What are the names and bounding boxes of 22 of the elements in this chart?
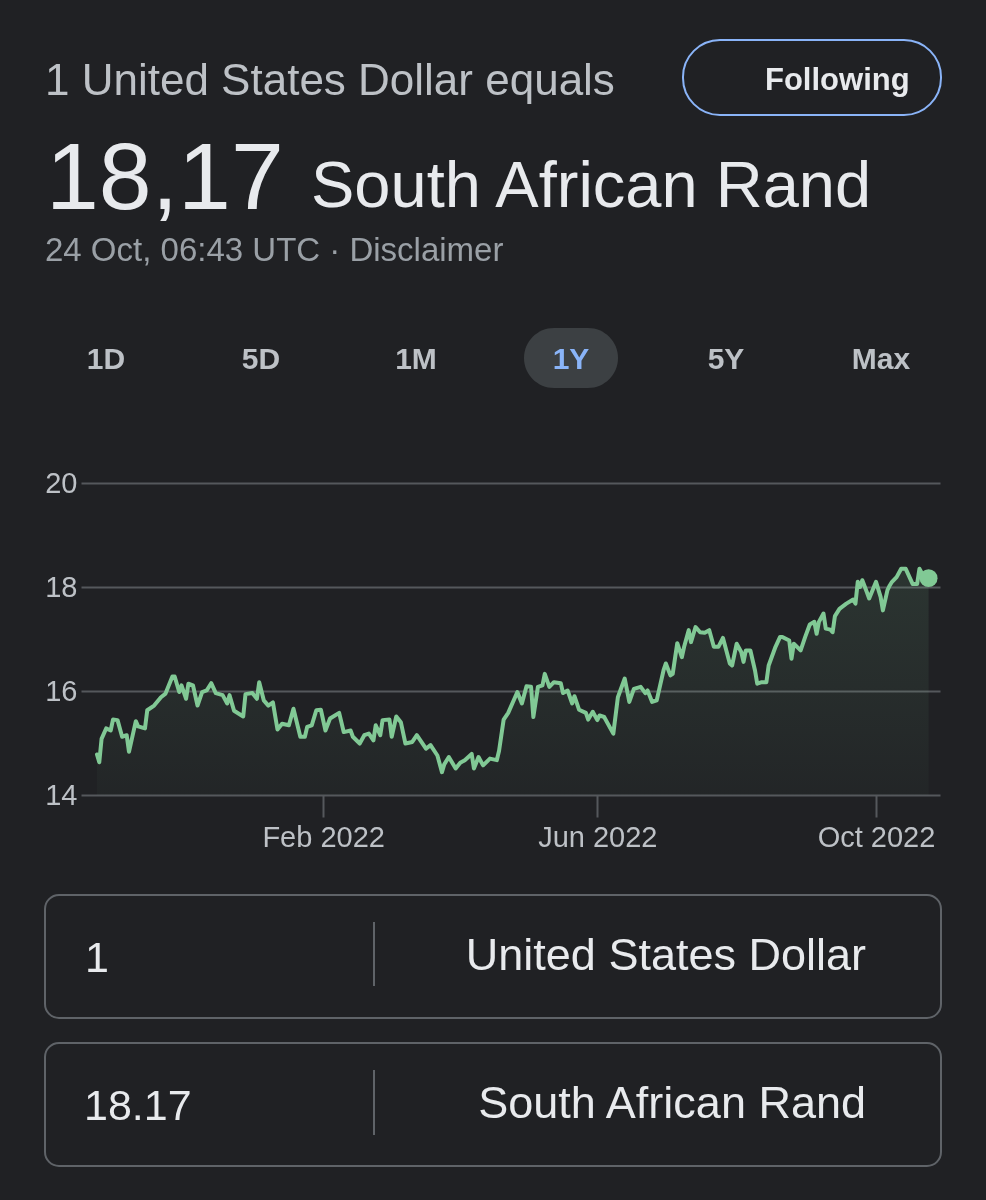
- text: 1: [85, 933, 109, 981]
- text: United States Dollar: [465, 929, 866, 980]
- text: 5Y: [707, 342, 745, 375]
- y-tick-label: 16: [45, 674, 78, 707]
- text: 1D: [86, 342, 126, 375]
- text: 1Y: [552, 342, 590, 375]
- text: Max: [851, 342, 911, 375]
- chart-subtitle: 24 Oct, 06:43 UTC · Disclaimer: [45, 231, 504, 268]
- text: 18.17: [84, 1081, 192, 1129]
- y-tick-label: 20: [45, 466, 78, 499]
- text: South African Rand: [478, 1077, 866, 1128]
- x-tick-label: Oct 2022: [817, 820, 936, 853]
- y-tick-label: 18: [45, 570, 78, 603]
- text: 18,17: [46, 123, 284, 229]
- x-tick-label: Jun 2022: [538, 820, 658, 853]
- y-tick-label: 14: [45, 778, 78, 811]
- text: 5D: [241, 342, 281, 375]
- x-tick-label: Feb 2022: [262, 820, 385, 853]
- chart-title: 1 United States Dollar equals: [45, 55, 615, 104]
- text: Following: [765, 62, 910, 97]
- text: 1M: [395, 342, 437, 375]
- text: South African Rand: [311, 148, 872, 221]
